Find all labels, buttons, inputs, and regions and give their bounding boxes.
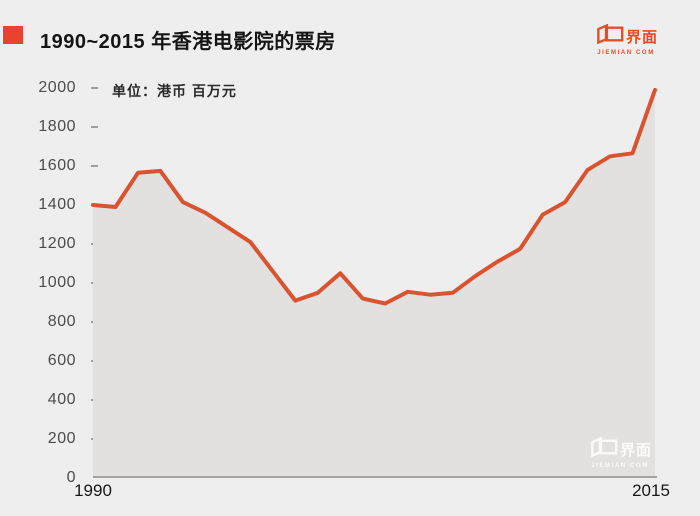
y-tick-label-1200: 1200 — [38, 235, 76, 252]
y-tick-label-0: 0 — [66, 469, 76, 486]
jiemian-book-icon — [597, 23, 624, 49]
jiemian-logo-en: JIEMIAN COM — [597, 50, 655, 56]
y-tick-label-1600: 1600 — [38, 157, 76, 174]
title-accent-square — [3, 26, 23, 44]
y-tick-label-600: 600 — [47, 352, 76, 369]
area-fill — [93, 89, 655, 479]
unit-label: 单位：港币 百万元 — [112, 83, 237, 99]
x-axis-line — [93, 476, 657, 478]
page-title: 1990~2015 年香港电影院的票房 — [40, 31, 336, 53]
jiemian-watermark-book-icon — [591, 436, 618, 462]
jiemian-logo-cn: 界面 — [626, 29, 659, 46]
jiemian-watermark: 界面 JIEMIAN COM — [591, 436, 653, 469]
box-office-area-chart — [91, 87, 657, 479]
y-tick-label-1400: 1400 — [38, 196, 76, 213]
jiemian-logo: 界面 JIEMIAN COM — [597, 23, 659, 56]
y-tick-mark-1800 — [91, 126, 98, 128]
y-tick-mark-2000 — [91, 87, 98, 89]
y-tick-label-1000: 1000 — [38, 274, 76, 291]
jiemian-watermark-cn: 界面 — [620, 442, 653, 459]
y-tick-label-200: 200 — [47, 430, 76, 447]
jiemian-watermark-en: JIEMIAN COM — [591, 463, 649, 469]
y-tick-label-2000: 2000 — [38, 79, 76, 96]
y-tick-label-800: 800 — [47, 313, 76, 330]
x-tick-label-1990: 1990 — [74, 481, 112, 500]
y-tick-label-1800: 1800 — [38, 118, 76, 135]
box-office-line — [91, 87, 657, 306]
y-tick-label-400: 400 — [47, 391, 76, 408]
x-tick-label-2015: 2015 — [632, 481, 670, 500]
y-tick-mark-1600 — [91, 165, 98, 167]
